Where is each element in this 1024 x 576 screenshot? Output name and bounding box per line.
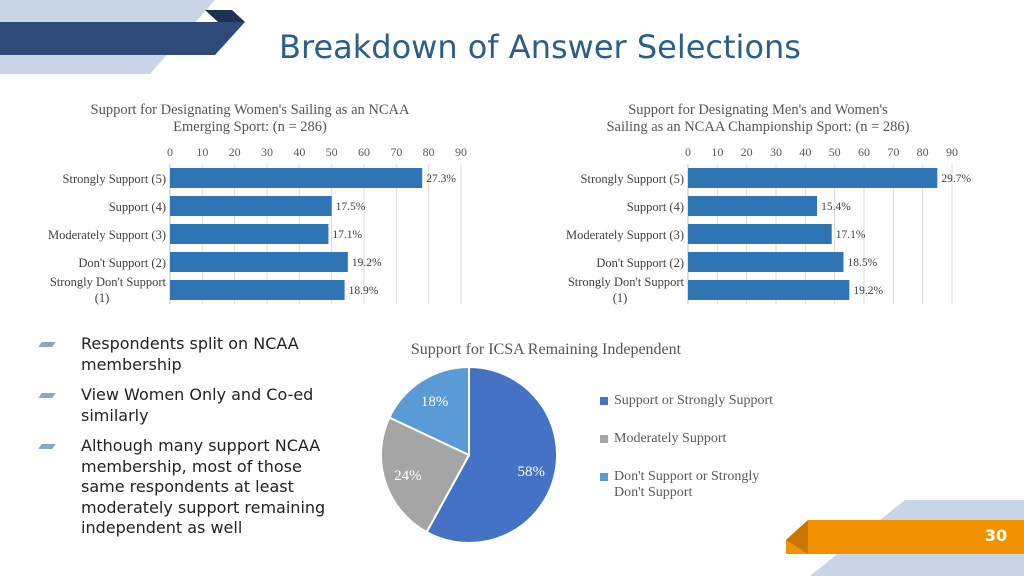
category-label: Moderately Support (3) — [566, 228, 684, 242]
bullet-text: Respondents split on NCAA membership — [81, 334, 299, 374]
x-tick-label: 0 — [167, 145, 173, 159]
bar-data-label: 15.4% — [821, 201, 851, 213]
category-label: Strongly Support (5) — [581, 172, 684, 186]
x-tick-label: 60 — [858, 145, 870, 159]
header-decoration — [0, 0, 245, 74]
chart-championship-title-line: Sailing as an NCAA Championship Sport: (… — [606, 119, 910, 135]
slide-title: Breakdown of Answer Selections — [279, 28, 801, 66]
category-label: Support (4) — [627, 200, 684, 214]
bar — [170, 280, 345, 300]
category-label: Strongly Don't Support — [50, 275, 167, 289]
category-label: Moderately Support (3) — [48, 228, 166, 242]
x-tick-label: 70 — [390, 145, 402, 159]
legend-swatch — [600, 473, 608, 481]
x-tick-label: 40 — [799, 145, 811, 159]
x-tick-label: 60 — [358, 145, 370, 159]
bullet-marker-icon — [38, 393, 56, 398]
bullet-marker-icon — [38, 444, 56, 449]
x-tick-label: 0 — [685, 145, 691, 159]
category-label: Strongly Support (5) — [63, 172, 166, 186]
bullet-list: Respondents split on NCAA membership Vie… — [38, 334, 340, 549]
x-tick-label: 10 — [196, 145, 208, 159]
bar-data-label: 19.2% — [853, 285, 883, 297]
category-label: (1) — [613, 291, 628, 305]
bullet-item: Although many support NCAA membership, m… — [38, 436, 340, 539]
x-tick-label: 20 — [741, 145, 753, 159]
bar — [688, 168, 938, 188]
x-tick-label: 70 — [887, 145, 899, 159]
chart-women-title: Support for Designating Women's Sailing … — [40, 102, 460, 136]
x-tick-label: 80 — [423, 145, 435, 159]
bar — [688, 252, 844, 272]
legend-label: Support or Strongly Support — [614, 393, 774, 408]
category-label: Strongly Don't Support — [568, 275, 685, 289]
category-label: Don't Support (2) — [596, 256, 684, 270]
bar-data-label: 17.1% — [332, 229, 362, 241]
x-tick-label: 50 — [326, 145, 338, 159]
x-tick-label: 40 — [293, 145, 305, 159]
legend-swatch — [600, 435, 608, 443]
category-label: (1) — [95, 291, 110, 305]
legend-item: Support or Strongly Support — [600, 393, 784, 409]
category-label: Don't Support (2) — [78, 256, 166, 270]
bar — [688, 224, 832, 244]
x-tick-label: 30 — [261, 145, 273, 159]
category-label: Support (4) — [109, 200, 166, 214]
chart-women-title-line: Support for Designating Women's Sailing … — [90, 102, 410, 118]
x-tick-label: 90 — [455, 145, 467, 159]
chart-championship-title: Support for Designating Men's and Women'… — [548, 102, 968, 136]
bar — [170, 168, 423, 188]
bullet-marker-icon — [38, 342, 56, 347]
bar — [170, 196, 332, 216]
bar-data-label: 29.7% — [941, 173, 971, 185]
bar-data-label: 17.5% — [336, 201, 366, 213]
pie-chart-title: Support for ICSA Remaining Independent — [410, 341, 682, 358]
page-number: 30 — [984, 526, 1008, 545]
x-tick-label: 50 — [829, 145, 841, 159]
bar-data-label: 18.5% — [847, 257, 877, 269]
chart-championship-title-line: Support for Designating Men's and Women'… — [628, 102, 888, 118]
bullet-item: Respondents split on NCAA membership — [38, 334, 340, 375]
bullet-text: Although many support NCAA membership, m… — [81, 436, 326, 537]
bar-data-label: 19.2% — [352, 257, 382, 269]
bar — [688, 280, 850, 300]
bar — [688, 196, 818, 216]
bar — [170, 224, 329, 244]
x-tick-label: 30 — [770, 145, 782, 159]
x-tick-label: 90 — [946, 145, 958, 159]
x-tick-label: 80 — [917, 145, 929, 159]
bar-data-label: 18.9% — [349, 285, 379, 297]
legend-label: Moderately Support — [614, 431, 727, 446]
x-tick-label: 20 — [229, 145, 241, 159]
bar — [170, 252, 348, 272]
bar-data-label: 27.3% — [426, 173, 456, 185]
legend-item: Moderately Support — [600, 431, 784, 447]
x-tick-label: 10 — [711, 145, 723, 159]
bar-data-label: 17.1% — [836, 229, 866, 241]
legend-swatch — [600, 397, 608, 405]
pie-legend: Support or Strongly Support Moderately S… — [600, 393, 784, 523]
legend-item: Don't Support or Strongly Don't Support — [600, 469, 784, 501]
bullet-item: View Women Only and Co-ed similarly — [38, 385, 340, 426]
chart-women-title-line: Emerging Sport: (n = 286) — [173, 119, 327, 135]
legend-label: Don't Support or Strongly Don't Support — [614, 469, 760, 500]
bullet-text: View Women Only and Co-ed similarly — [81, 385, 314, 425]
